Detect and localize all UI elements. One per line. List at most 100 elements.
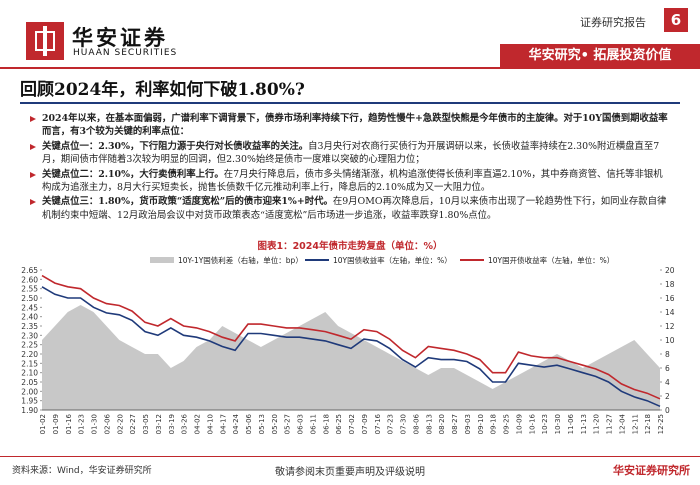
legend-swatch (150, 257, 174, 263)
x-tick-label: 06-03 (297, 414, 305, 434)
x-tick-label: 08-20 (438, 414, 446, 434)
page-title: 回顾2024年，利率如何下破1.80%? (20, 80, 305, 100)
y-tick-label: 2.50 (21, 294, 38, 303)
x-tick-label: 04-10 (206, 414, 214, 434)
y2-tick-label: 10 (665, 336, 675, 345)
y2-tick-label: 18 (665, 280, 675, 289)
x-tick-label: 12-25 (657, 414, 665, 434)
institute: 华安证券研究所 (613, 464, 690, 477)
y2-tick-label: 20 (665, 266, 675, 275)
x-tick-label: 09-25 (503, 414, 511, 434)
brand-en: HUAAN SECURITIES (73, 48, 178, 58)
x-tick-label: 12-04 (618, 413, 626, 434)
x-tick-label: 12-18 (644, 414, 652, 434)
bullet: 2024年以来，在基本面偏弱，广谱利率下调背景下，债券市场利率持续下行，趋势性慢… (30, 112, 670, 139)
x-tick-label: 05-27 (284, 414, 292, 434)
x-tick-label: 08-13 (425, 414, 433, 434)
y-tick-label: 2.45 (21, 303, 38, 312)
y2-tick-label: 16 (665, 294, 675, 303)
footer-rule (0, 456, 700, 457)
x-tick-label: 07-02 (348, 414, 356, 434)
yield-line (41, 286, 661, 408)
y-tick-label: 2.40 (21, 313, 38, 322)
y2-tick-label: 8 (665, 350, 670, 359)
y-tick-label: 2.20 (21, 350, 38, 359)
report-type: 证券研究报告 (580, 16, 646, 29)
brand: 华安证券 (72, 26, 168, 50)
y-tick-label: 2.55 (21, 285, 38, 294)
bullet: 关键点位三：1.80%，货币政策“适度宽松”后的债市迎来1%+时代。在9月OMO… (30, 195, 670, 222)
y-tick-label: 1.95 (21, 397, 38, 406)
bullet-bold: 2024年以来，在基本面偏弱，广谱利率下调背景下，债券市场利率持续下行，趋势性慢… (42, 113, 668, 138)
x-tick-label: 07-30 (400, 414, 408, 434)
y2-tick-label: 12 (665, 322, 675, 331)
x-tick-label: 01-16 (65, 413, 73, 434)
y-tick-label: 2.30 (21, 331, 38, 340)
y-tick-label: 1.90 (21, 406, 38, 415)
legend-label: 10Y国开债收益率（左轴，单位：%） (488, 255, 614, 265)
x-tick-label: 03-19 (168, 414, 176, 434)
x-tick-label: 07-16 (374, 413, 382, 434)
x-tick-label: 01-30 (91, 414, 99, 434)
divider (0, 67, 700, 69)
x-tick-label: 12-11 (631, 414, 639, 434)
y2-tick-label: 0 (665, 406, 670, 415)
page-number: 6 (664, 8, 688, 32)
y-tick-label: 2.60 (21, 275, 38, 284)
x-tick-label: 11-06 (567, 413, 575, 434)
x-tick-label: 04-24 (232, 413, 240, 434)
y-tick-label: 2.05 (21, 378, 38, 387)
x-tick-label: 05-20 (271, 414, 279, 434)
x-tick-label: 09-10 (477, 414, 485, 434)
x-tick-label: 05-06 (245, 413, 253, 434)
x-tick-label: 06-25 (335, 414, 343, 434)
title-rule (20, 102, 680, 104)
y-tick-label: 2.10 (21, 369, 38, 378)
x-tick-label: 10-23 (541, 414, 549, 434)
x-tick-label: 01-09 (52, 414, 60, 434)
x-tick-label: 01-23 (78, 414, 86, 434)
legend-label: 10Y-1Y国债利差（右轴，单位：bp） (178, 255, 303, 265)
x-tick-label: 06-11 (309, 414, 317, 434)
bullet-bold: 关键点位三：1.80%，货币政策“适度宽松”后的债市迎来1%+时代。 (42, 196, 333, 208)
y-tick-label: 2.25 (21, 341, 38, 350)
bullet: 关键点位二：2.10%，大行卖债利率上行。在7月央行降息后，债市多头情绪渐涨，机… (30, 168, 670, 195)
x-tick-label: 07-09 (361, 414, 369, 434)
x-tick-label: 03-05 (142, 414, 150, 434)
x-tick-label: 04-17 (219, 414, 227, 434)
x-tick-label: 03-12 (155, 414, 163, 434)
bullets: 2024年以来，在基本面偏弱，广谱利率下调背景下，债券市场利率持续下行，趋势性慢… (30, 112, 670, 223)
y2-tick-label: 14 (665, 308, 675, 317)
logo (26, 22, 64, 60)
y2-tick-label: 6 (665, 364, 670, 373)
x-tick-label: 02-06 (103, 413, 111, 434)
y-tick-label: 2.00 (21, 387, 38, 396)
bullet-text: 自3月央行对农商行买债行为开展调研以来，长债收益率持续在2.30%附近横盘直至7… (42, 140, 660, 166)
x-tick-label: 02-27 (129, 414, 137, 434)
x-tick-label: 05-13 (258, 414, 266, 434)
spread-area (42, 305, 660, 410)
x-tick-label: 03-26 (181, 413, 189, 434)
x-tick-label: 11-13 (580, 414, 588, 434)
x-tick-label: 02-20 (116, 414, 124, 434)
source: 资料来源：Wind，华安证券研究所 (12, 466, 152, 476)
x-tick-label: 11-20 (593, 414, 601, 434)
x-tick-label: 10-09 (515, 414, 523, 434)
x-tick-label: 11-27 (606, 414, 614, 434)
x-tick-label: 10-16 (528, 413, 536, 434)
y-tick-label: 2.35 (21, 322, 38, 331)
x-tick-label: 09-18 (490, 414, 498, 434)
chart: 1.901.952.002.052.102.152.202.252.302.35… (21, 255, 675, 434)
x-tick-label: 06-18 (322, 414, 330, 434)
y-tick-label: 2.15 (21, 359, 38, 368)
figure-title: 图表1：2024年债市走势复盘（单位：%） (257, 241, 443, 252)
slogan: 华安研究• 拓展投资价值 (500, 44, 700, 68)
x-tick-label: 01-02 (39, 414, 47, 434)
bullet-text: 在7月央行降息后，债市多头情绪渐涨，机构追涨使得长债利率直逼2.10%，其中券商… (42, 168, 663, 194)
bullet-bold: 关键点位一：2.30%，下行阻力源于央行对长债收益率的关注。 (42, 140, 309, 152)
y-tick-label: 2.65 (21, 266, 38, 275)
bullet-text: 在9月OMO再次降息后，10月以来债市出现了一轮趋势性下行，如同业存款自律机制约… (42, 196, 667, 221)
x-tick-label: 04-02 (194, 414, 202, 434)
